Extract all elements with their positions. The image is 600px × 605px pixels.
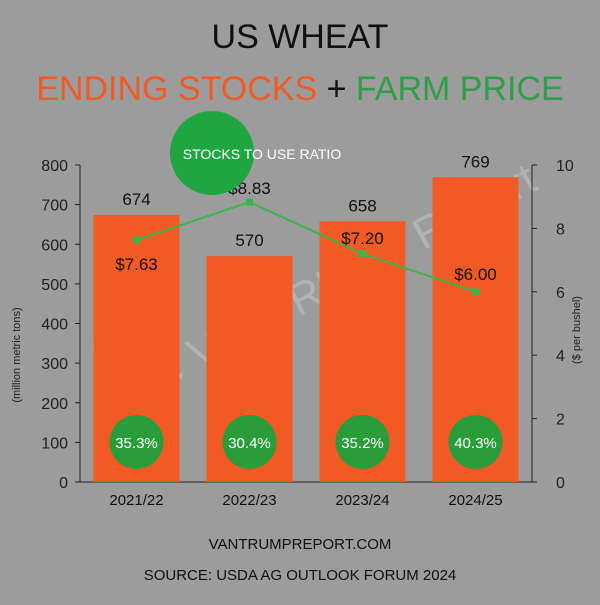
left-tick-label: 100 — [41, 435, 68, 452]
chart-subtitle: ENDING STOCKS + FARM PRICE — [36, 70, 563, 108]
x-tick-label: 2021/22 — [109, 492, 163, 509]
chart-title: US WHEAT — [212, 18, 389, 56]
left-tick-label: 200 — [41, 396, 68, 413]
price-value-label: $6.00 — [454, 265, 497, 284]
price-value-label: $7.20 — [341, 229, 384, 248]
right-tick-label: 10 — [556, 158, 574, 175]
footer-source: SOURCE: USDA AG OUTLOOK FORUM 2024 — [144, 567, 457, 584]
left-tick-label: 0 — [59, 475, 68, 492]
right-axis-label: ($ per bushel) — [571, 296, 583, 364]
right-tick-label: 2 — [556, 412, 565, 429]
bar-value-label: 658 — [348, 196, 376, 215]
x-axis-ticks: 2021/22 2022/23 2023/24 2024/25 — [109, 492, 502, 509]
left-tick-label: 700 — [41, 198, 68, 215]
price-point — [359, 250, 366, 258]
bar-value-label: 674 — [122, 190, 150, 209]
x-tick-label: 2022/23 — [222, 492, 276, 509]
bar-value-label: 570 — [235, 231, 263, 250]
right-tick-label: 6 — [556, 285, 565, 302]
left-tick-label: 300 — [41, 356, 68, 373]
left-tick-label: 800 — [41, 158, 68, 175]
ratio-badge-label: 35.3% — [115, 435, 158, 452]
left-tick-label: 600 — [41, 237, 68, 254]
ratio-legend-circle — [170, 111, 254, 195]
left-axis-label: (million metric tons) — [11, 307, 23, 402]
left-tick-label: 400 — [41, 317, 68, 334]
ratio-badge — [109, 415, 164, 469]
price-line-series — [133, 198, 479, 296]
footer-website: VANTRUMPREPORT.COM — [209, 536, 392, 553]
ratio-badge — [335, 415, 390, 469]
ratio-badge — [222, 415, 277, 469]
x-tick-label: 2024/25 — [448, 492, 502, 509]
price-point — [133, 236, 140, 244]
subtitle-ending-stocks: ENDING STOCKS — [36, 70, 317, 108]
ratio-badge-label: 35.2% — [341, 435, 384, 452]
ratio-badge — [448, 415, 503, 469]
price-value-labels: $7.63$8.83$7.20$6.00 — [115, 179, 497, 284]
ratio-legend-label: STOCKS TO USE RATIO — [183, 146, 342, 162]
right-tick-label: 8 — [556, 221, 565, 238]
price-line — [136, 201, 476, 293]
x-tick-label: 2023/24 — [335, 492, 389, 509]
ratio-badges: 35.3% 30.4% 35.2% 40.3% — [109, 415, 503, 469]
price-point — [472, 288, 479, 296]
left-tick-label: 500 — [41, 277, 68, 294]
right-axis-ticks: 0 2 4 6 8 10 — [532, 158, 574, 492]
price-point — [246, 198, 253, 206]
ratio-legend: STOCKS TO USE RATIO — [170, 111, 341, 195]
bar-value-label: 769 — [461, 152, 489, 171]
price-value-label: $7.63 — [115, 255, 158, 274]
subtitle-plus: + — [327, 70, 347, 108]
bar-value-labels: 674 570 658 769 — [122, 152, 489, 250]
subtitle-farm-price: FARM PRICE — [356, 70, 564, 108]
left-axis-ticks: 0 100 200 300 400 500 600 700 800 — [41, 158, 80, 492]
ratio-badge-label: 30.4% — [228, 435, 271, 452]
ratio-badge-label: 40.3% — [454, 435, 497, 452]
right-tick-label: 4 — [556, 348, 565, 365]
right-tick-label: 0 — [556, 475, 565, 492]
